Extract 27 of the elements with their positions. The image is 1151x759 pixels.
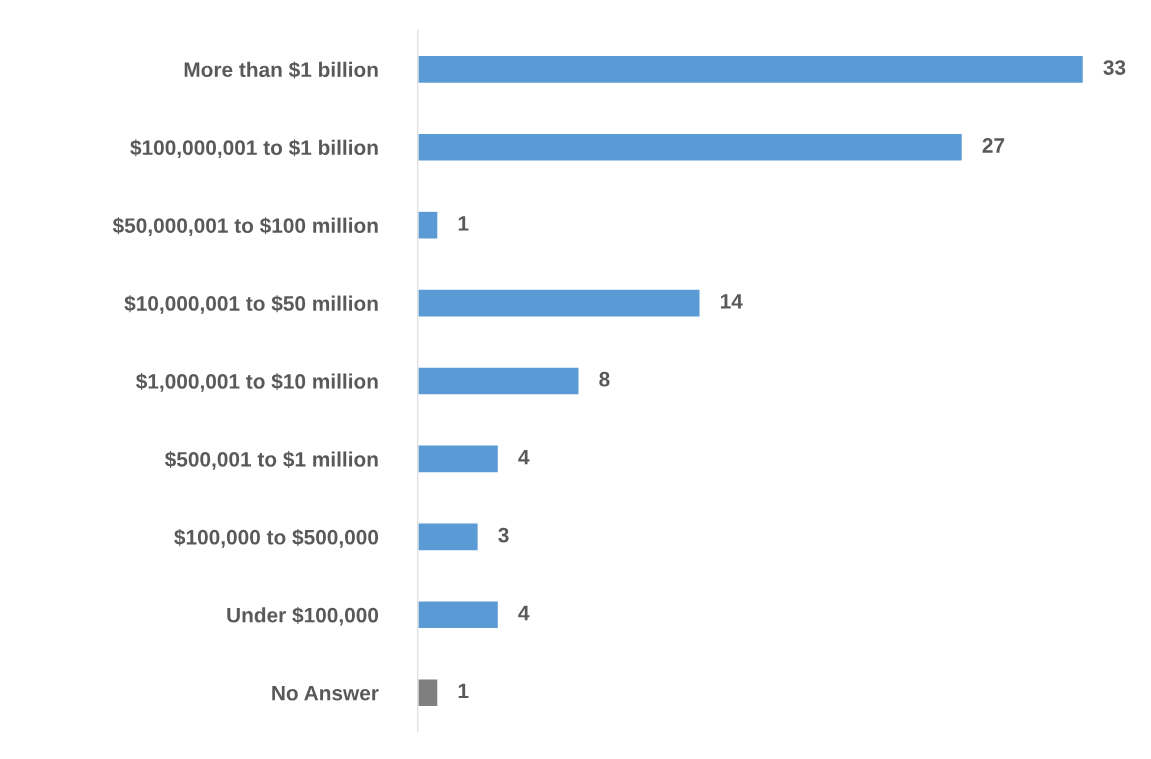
bar <box>417 366 580 396</box>
data-label: 3 <box>498 527 509 543</box>
y-tick-label: $500,001 to $1 million <box>164 451 378 470</box>
data-label: 1 <box>458 683 469 699</box>
bar <box>417 132 964 162</box>
y-tick-label: $10,000,001 to $50 million <box>124 295 378 314</box>
data-label: 8 <box>599 371 610 387</box>
bar <box>417 522 480 552</box>
data-label: 4 <box>518 450 530 465</box>
data-label: 14 <box>720 294 743 309</box>
data-label: 4 <box>518 605 530 621</box>
y-tick-label: $100,000,001 to $1 billion <box>130 139 378 159</box>
bar <box>417 210 439 240</box>
data-label: 33 <box>1103 60 1126 75</box>
y-tick-label: $50,000,001 to $100 million <box>112 217 378 236</box>
data-label: 1 <box>458 216 469 231</box>
bar <box>417 600 500 630</box>
bar <box>417 288 701 318</box>
data-label: 27 <box>982 138 1005 153</box>
y-tick-label: More than $1 billion <box>184 61 378 79</box>
bar <box>417 54 1085 85</box>
y-tick-label: $1,000,001 to $10 million <box>136 373 378 392</box>
bar <box>417 444 500 474</box>
y-tick-label: $100,000 to $500,000 <box>174 528 379 548</box>
bar <box>417 677 439 708</box>
y-tick-label: No Answer <box>272 685 379 701</box>
y-tick-label: Under $100,000 <box>227 606 379 626</box>
